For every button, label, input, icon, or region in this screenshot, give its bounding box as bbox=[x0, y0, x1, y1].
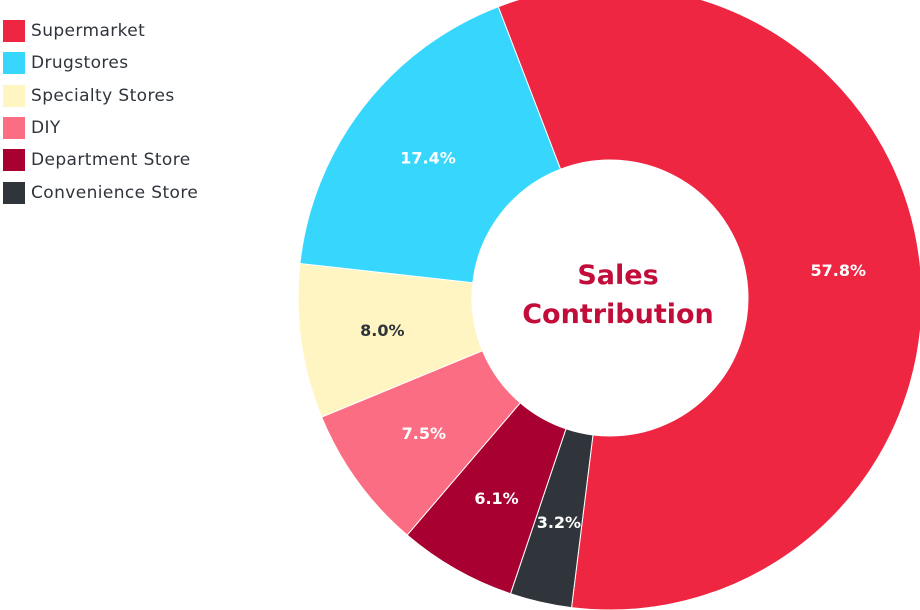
legend-swatch bbox=[3, 117, 25, 140]
slice-supermarket bbox=[497, 0, 920, 610]
slice-label-supermarket: 57.8% bbox=[811, 261, 867, 280]
legend-label: Supermarket bbox=[31, 21, 146, 42]
legend-item-drugstores: Drugstores bbox=[3, 47, 198, 79]
legend-label: Specialty Stores bbox=[31, 85, 175, 106]
slice-label-specialty-stores: 8.0% bbox=[360, 321, 404, 340]
legend-label: Convenience Store bbox=[31, 182, 199, 203]
legend-swatch bbox=[3, 149, 25, 172]
slice-label-drugstores: 17.4% bbox=[400, 148, 456, 167]
legend: Supermarket Drugstores Specialty Stores DIY… bbox=[3, 15, 198, 209]
slice-drugstores bbox=[299, 6, 562, 284]
legend-item-department-store: Department Store bbox=[3, 144, 198, 176]
legend-swatch bbox=[3, 20, 25, 43]
slice-labels: 57.8% 3.2% 6.1% 7.5% 8.0% 17.4% bbox=[360, 148, 866, 532]
legend-label: DIY bbox=[31, 118, 61, 139]
legend-item-diy: DIY bbox=[3, 112, 198, 144]
legend-item-supermarket: Supermarket bbox=[3, 15, 198, 47]
legend-swatch bbox=[3, 181, 25, 204]
slice-label-diy: 7.5% bbox=[402, 424, 446, 443]
legend-label: Department Store bbox=[31, 150, 191, 171]
center-title-line-2: Contribution bbox=[522, 299, 714, 330]
slice-label-convenience-store: 3.2% bbox=[537, 513, 581, 532]
legend-swatch bbox=[3, 52, 25, 75]
center-title: Sales Contribution bbox=[522, 260, 714, 330]
slice-label-department-store: 6.1% bbox=[474, 489, 518, 508]
legend-swatch bbox=[3, 84, 25, 107]
legend-item-specialty-stores: Specialty Stores bbox=[3, 80, 198, 112]
donut-slices bbox=[297, 0, 920, 610]
center-title-line-1: Sales bbox=[577, 260, 658, 291]
legend-label: Drugstores bbox=[31, 53, 129, 74]
legend-item-convenience-store: Convenience Store bbox=[3, 176, 198, 208]
